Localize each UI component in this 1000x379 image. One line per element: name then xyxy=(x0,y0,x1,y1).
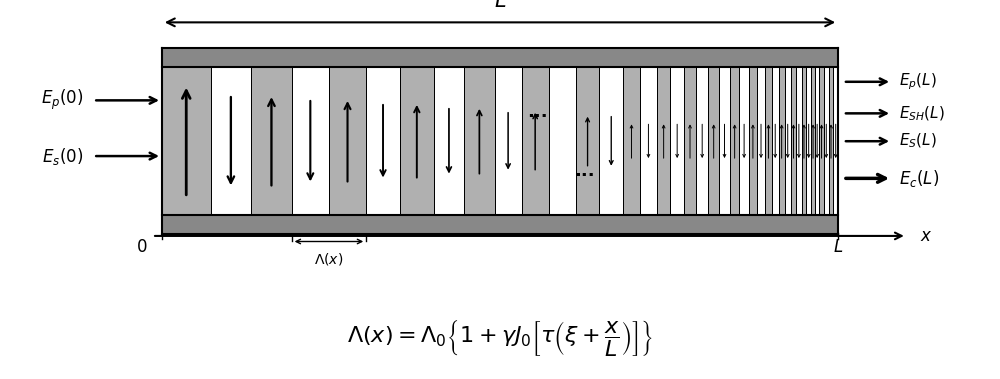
Bar xyxy=(549,67,576,216)
Bar xyxy=(329,67,366,216)
Bar xyxy=(670,67,684,216)
Bar xyxy=(802,67,806,216)
Text: $E_c(L)$: $E_c(L)$ xyxy=(899,168,939,189)
Bar xyxy=(757,67,765,216)
Text: $E_p(L)$: $E_p(L)$ xyxy=(899,72,937,92)
Text: $L$: $L$ xyxy=(494,0,506,11)
Bar xyxy=(162,49,838,67)
Text: $E_{SH}(L)$: $E_{SH}(L)$ xyxy=(899,104,945,122)
Bar xyxy=(522,67,549,216)
Bar xyxy=(696,67,708,216)
Text: $E_S(L)$: $E_S(L)$ xyxy=(899,132,937,150)
Bar xyxy=(684,67,696,216)
Bar xyxy=(251,67,292,216)
Bar xyxy=(730,67,739,216)
Bar xyxy=(292,67,329,216)
Bar xyxy=(366,67,400,216)
Text: ...: ... xyxy=(527,102,548,121)
Text: $E_s(0)$: $E_s(0)$ xyxy=(42,146,84,167)
Bar xyxy=(495,67,522,216)
Bar xyxy=(772,67,779,216)
Bar xyxy=(719,67,730,216)
Bar xyxy=(211,67,251,216)
Bar xyxy=(815,67,819,216)
Bar xyxy=(765,67,772,216)
Bar xyxy=(400,67,434,216)
Bar xyxy=(811,67,815,216)
Text: $\Lambda(x) = \Lambda_0\left\{1 + \gamma J_0\left[\tau\left(\xi + \dfrac{x}{L}\r: $\Lambda(x) = \Lambda_0\left\{1 + \gamma… xyxy=(347,318,653,358)
Bar xyxy=(796,67,802,216)
Text: ...: ... xyxy=(574,162,595,180)
Bar xyxy=(640,67,657,216)
Bar xyxy=(824,67,829,216)
Text: $L$: $L$ xyxy=(833,238,843,256)
Bar xyxy=(749,67,757,216)
Bar xyxy=(785,67,791,216)
Bar xyxy=(162,67,838,216)
Bar xyxy=(708,67,719,216)
Bar xyxy=(791,67,796,216)
Bar xyxy=(162,67,211,216)
Bar xyxy=(739,67,749,216)
Bar xyxy=(464,67,495,216)
Bar xyxy=(806,67,811,216)
Bar xyxy=(819,67,824,216)
Text: $0$: $0$ xyxy=(136,238,147,256)
Bar xyxy=(829,67,833,216)
Bar xyxy=(162,216,838,234)
Bar xyxy=(623,67,640,216)
Text: $x$: $x$ xyxy=(920,227,933,245)
Bar xyxy=(657,67,670,216)
Text: $\Lambda(x)$: $\Lambda(x)$ xyxy=(314,251,344,267)
Bar xyxy=(599,67,623,216)
Text: $E_p(0)$: $E_p(0)$ xyxy=(41,88,84,113)
Bar xyxy=(833,67,838,216)
Bar xyxy=(576,67,599,216)
Bar xyxy=(434,67,464,216)
Bar xyxy=(779,67,785,216)
